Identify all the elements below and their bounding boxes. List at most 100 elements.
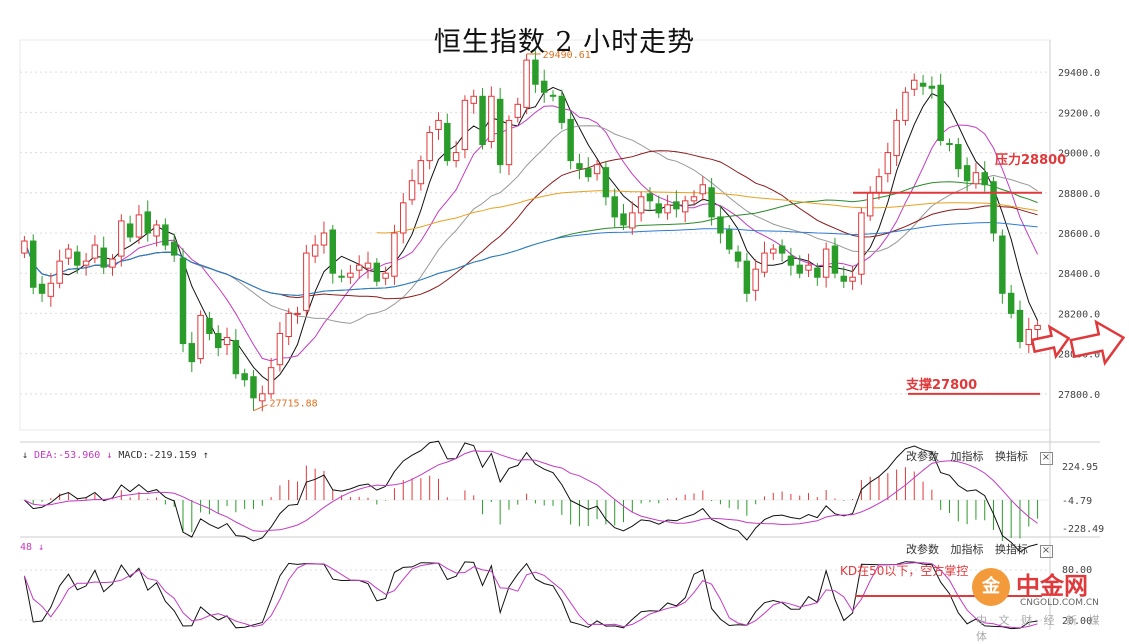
candle-body — [717, 216, 724, 234]
ma120-line — [23, 222, 1038, 297]
candle-body — [831, 245, 839, 274]
macd-tick-label: -4.79 — [1062, 496, 1092, 507]
candle-body — [91, 244, 99, 259]
candle-body — [470, 95, 477, 104]
logo-icon: 金 — [972, 568, 1010, 606]
add-indicator-button-2[interactable]: 加指标 — [950, 543, 984, 556]
candle-body — [197, 314, 204, 360]
candle-body — [488, 95, 495, 143]
candle-body — [787, 255, 795, 266]
candle-body — [805, 264, 812, 271]
candle-body — [153, 224, 160, 237]
candle-body — [893, 119, 900, 157]
macd-tick-label: 224.95 — [1062, 462, 1098, 473]
price-tick-label: 29200.0 — [1058, 108, 1100, 119]
candle-body — [320, 232, 328, 246]
add-indicator-button[interactable]: 加指标 — [950, 450, 984, 463]
candle-body — [215, 333, 222, 349]
candle-body — [673, 201, 680, 210]
macd-label: MACD:-219.159 — [118, 450, 197, 461]
swap-indicator-button[interactable]: 换指标 — [995, 450, 1028, 463]
candle-body — [611, 196, 618, 218]
candle-body — [74, 251, 81, 266]
candle-body — [699, 184, 707, 195]
candle-body — [135, 214, 143, 238]
candle-body — [338, 275, 345, 278]
candle-body — [585, 168, 592, 178]
watermark-brand: 中金网 — [1016, 572, 1088, 600]
kd-annotation: KD在50以下，空方掌控 — [840, 564, 969, 578]
dea-down-icon: ↓ — [106, 450, 113, 461]
candle-body — [303, 252, 310, 311]
candle-body — [461, 99, 469, 151]
price-tick-label: 29000.0 — [1058, 149, 1100, 160]
candle-body — [990, 181, 997, 234]
candle-body — [708, 187, 715, 218]
close-icon-2[interactable]: × — [1039, 545, 1053, 558]
candle-body — [505, 119, 513, 166]
candle-body — [1025, 328, 1033, 346]
candle-body — [250, 376, 257, 399]
candle-body — [655, 203, 662, 214]
candle-body — [65, 248, 72, 259]
candle-body — [408, 180, 416, 201]
candle-body — [435, 119, 442, 130]
price-tick-label: 28600.0 — [1058, 229, 1100, 240]
candle-body — [479, 95, 486, 146]
price-tick-label: 28800.0 — [1058, 189, 1100, 200]
candle-body — [514, 103, 522, 118]
candle-body — [849, 276, 856, 282]
candle-body — [726, 229, 733, 250]
macd-tick-label: -228.49 — [1062, 524, 1104, 535]
candle-body — [840, 275, 847, 282]
candle-body — [761, 252, 768, 273]
candle-body — [170, 241, 178, 256]
candle-body — [452, 152, 460, 162]
swap-indicator-button-2[interactable]: 换指标 — [995, 543, 1028, 556]
candle-body — [928, 85, 936, 89]
arrow-icon-large — [1069, 319, 1126, 367]
pressure-label: 压力28800 — [995, 153, 1067, 168]
candle-body — [593, 164, 601, 175]
candle-body — [567, 118, 574, 162]
candle-body — [364, 262, 372, 269]
price-tick-label: 28200.0 — [1058, 309, 1100, 320]
kdj-prefix: 48 — [20, 542, 33, 553]
kdj-down-icon: ↓ — [38, 542, 45, 553]
candle-body — [664, 204, 671, 214]
dea-line — [24, 450, 1038, 532]
watermark: 金 中金网 CNGOLD.COM.CN 中 文 财 经 新 媒 体 — [968, 566, 1118, 643]
candle-body — [426, 131, 433, 162]
candle-body — [347, 272, 354, 278]
candle-body — [179, 257, 187, 345]
arrow-icon — [1030, 324, 1071, 360]
candle-body — [109, 258, 116, 268]
candle-body — [241, 373, 248, 381]
candle-body — [532, 59, 539, 85]
candle-body — [911, 79, 918, 90]
candle-body — [814, 267, 821, 278]
candle-body — [285, 312, 292, 338]
candle-body — [232, 340, 240, 375]
candle-body — [188, 343, 196, 363]
candle-body — [126, 223, 134, 238]
change-params-button[interactable]: 改参数 — [906, 450, 939, 463]
change-params-button-2[interactable]: 改参数 — [906, 543, 939, 556]
macd-toolbar: 改参数 加指标 换指标 × — [898, 448, 1053, 465]
candle-body — [620, 213, 627, 226]
candle-body — [382, 272, 389, 279]
candle-body — [47, 282, 55, 297]
candle-body — [858, 212, 865, 275]
kdj-tick-label: 80.00 — [1062, 565, 1092, 576]
candle-body — [355, 264, 363, 271]
close-icon[interactable]: × — [1039, 452, 1053, 465]
low-label: 27715.88 — [269, 399, 317, 410]
candle-body — [743, 260, 751, 294]
candle-body — [681, 200, 689, 213]
candle-body — [972, 172, 980, 185]
candle-body — [56, 260, 63, 284]
candle-body — [540, 80, 548, 93]
high-label: 29490.61 — [543, 50, 591, 61]
candle-body — [259, 393, 266, 402]
candle-body — [1007, 292, 1015, 314]
